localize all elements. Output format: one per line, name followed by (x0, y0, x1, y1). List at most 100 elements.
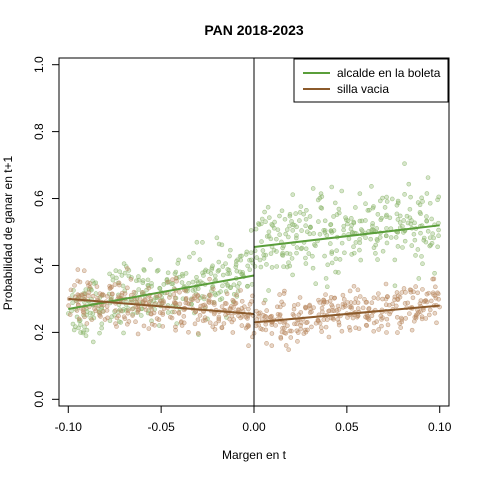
scatter-point (160, 324, 166, 329)
scatter-point (277, 292, 282, 297)
scatter-point (339, 328, 345, 334)
scatter-point (126, 319, 132, 324)
scatter-point (263, 219, 268, 225)
scatter-point (216, 316, 222, 322)
scatter-point (395, 217, 401, 222)
scatter-point (397, 220, 403, 225)
scatter-point (331, 317, 336, 322)
scatter-point (212, 273, 218, 279)
scatter-point (259, 216, 265, 222)
scatter-point (303, 216, 309, 222)
scatter-point (278, 334, 284, 340)
scatter-point (358, 257, 364, 263)
scatter-point (283, 330, 289, 336)
scatter-point (380, 248, 386, 254)
scatter-point (183, 295, 189, 301)
scatter-point (203, 267, 208, 273)
scatter-point (383, 233, 389, 239)
scatter-point (289, 256, 295, 261)
scatter-point (222, 301, 228, 306)
scatter-point (419, 316, 425, 322)
scatter-point (263, 314, 269, 319)
scatter-point (325, 262, 331, 268)
scatter-point (206, 299, 211, 304)
scatter-point (392, 283, 398, 289)
scatter-point (418, 211, 423, 217)
scatter-point (329, 302, 334, 308)
scatter-point (287, 251, 293, 257)
scatter-point (286, 347, 291, 352)
scatter-point (75, 278, 81, 284)
scatter-point (140, 290, 145, 295)
scatter-point (322, 253, 327, 259)
scatter-point (289, 328, 294, 334)
scatter-point (369, 300, 375, 306)
scatter-point (90, 311, 96, 316)
scatter-point (284, 264, 290, 270)
scatter-point (245, 263, 250, 269)
scatter-point (320, 309, 325, 315)
x-tick-label: -0.10 (55, 420, 83, 434)
scatter-point (170, 277, 175, 282)
scatter-point (259, 239, 264, 244)
scatter-point (114, 275, 119, 281)
scatter-point (436, 233, 441, 239)
scatter-point (317, 195, 323, 201)
scatter-point (337, 257, 343, 262)
scatter-point (207, 320, 213, 326)
scatter-point (194, 239, 200, 245)
scatter-point (143, 307, 149, 313)
scatter-point (323, 324, 329, 330)
scatter-point (407, 311, 412, 316)
scatter-point (280, 245, 285, 251)
scatter-point (226, 267, 232, 273)
scatter-point (303, 223, 308, 229)
scatter-point (238, 315, 243, 321)
scatter-point (279, 208, 285, 214)
scatter-point (432, 310, 438, 316)
scatter-point (149, 318, 154, 324)
scatter-point (308, 224, 313, 230)
scatter-point (99, 321, 105, 327)
scatter-point (392, 257, 398, 263)
scatter-point (415, 290, 420, 296)
scatter-point (195, 317, 201, 323)
scatter-point (141, 323, 147, 329)
scatter-point (384, 316, 390, 322)
scatter-point (336, 206, 342, 212)
scatter-point (283, 343, 289, 348)
scatter-point (323, 292, 328, 297)
scatter-point (413, 253, 418, 258)
scatter-point (149, 321, 155, 327)
scatter-point (353, 325, 358, 331)
scatter-point (247, 267, 253, 273)
scatter-point (424, 299, 430, 305)
scatter-point (116, 319, 122, 324)
scatter-point (249, 282, 255, 287)
scatter-point (308, 306, 313, 312)
scatter-point (427, 307, 433, 313)
scatter-point (192, 321, 198, 327)
scatter-point (375, 257, 380, 262)
scatter-point (355, 300, 361, 306)
scatter-point (295, 302, 301, 307)
scatter-point (81, 268, 87, 274)
scatter-point (243, 314, 249, 320)
scatter-point (273, 323, 278, 328)
scatter-point (131, 289, 137, 295)
scatter-point (195, 331, 201, 336)
scatter-point (392, 294, 398, 300)
scatter-point (219, 242, 225, 248)
y-tick-label: 0.8 (32, 123, 46, 140)
scatter-point (412, 237, 418, 243)
scatter-point (152, 322, 157, 328)
scatter-point (97, 330, 102, 336)
scatter-point (244, 249, 250, 255)
scatter-point (270, 223, 275, 228)
scatter-point (123, 264, 129, 269)
scatter-point (216, 267, 222, 273)
scatter-point (122, 291, 128, 296)
scatter-point (293, 211, 298, 216)
scatter-point (425, 228, 431, 234)
scatter-point (237, 269, 243, 275)
